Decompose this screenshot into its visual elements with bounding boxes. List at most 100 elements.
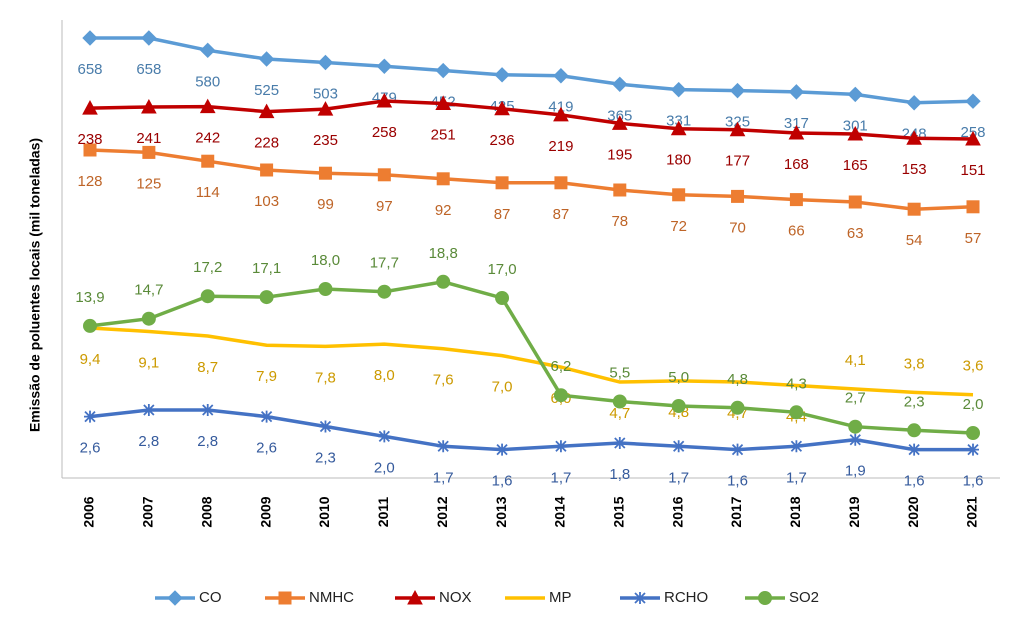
point [318, 282, 333, 296]
point [83, 318, 97, 333]
point [553, 106, 569, 122]
point [317, 101, 334, 116]
point [611, 115, 628, 130]
data-label: 7,6 [433, 372, 454, 389]
data-label: 72 [670, 218, 687, 235]
point [319, 420, 332, 433]
data-label: 180 [666, 152, 691, 169]
point [672, 188, 686, 202]
legend-marker [758, 591, 772, 605]
legend-label: RCHO [664, 589, 708, 606]
data-label: 2,3 [904, 393, 925, 410]
legend-label: SO2 [789, 589, 819, 606]
data-label: 13,9 [75, 289, 104, 306]
data-label: 78 [611, 213, 628, 230]
point [495, 176, 509, 190]
data-label: 99 [317, 196, 334, 213]
point [82, 30, 98, 46]
data-label: 1,6 [727, 473, 748, 490]
data-label: 17,1 [252, 260, 281, 277]
legend-label: MP [549, 589, 572, 606]
point [494, 67, 510, 83]
x-tick-label: 2012 [434, 496, 450, 527]
point [965, 93, 981, 109]
point [199, 98, 216, 114]
point [494, 100, 510, 116]
data-label: 2,6 [80, 440, 101, 457]
data-label: 8,0 [374, 367, 395, 384]
data-label: 1,7 [551, 469, 572, 486]
legend-marker [634, 592, 646, 604]
data-label: 2,3 [315, 449, 336, 466]
point [788, 124, 805, 140]
x-tick-label: 2017 [728, 496, 744, 527]
point [495, 291, 510, 305]
point [82, 100, 98, 115]
point [376, 58, 393, 74]
point [613, 183, 627, 197]
point [847, 86, 863, 103]
x-tick-label: 2007 [140, 496, 156, 527]
point [731, 443, 744, 456]
x-tick-label: 2008 [198, 496, 214, 527]
data-label: 1,9 [845, 463, 866, 480]
point [967, 443, 979, 456]
data-label: 125 [136, 175, 161, 192]
data-label: 103 [254, 193, 279, 210]
data-label: 6,2 [551, 358, 572, 375]
point [435, 62, 451, 79]
data-label: 7,8 [315, 369, 336, 386]
data-label: 235 [313, 132, 338, 149]
data-label: 2,8 [197, 433, 218, 450]
point [141, 30, 157, 46]
data-label: 66 [788, 223, 805, 240]
data-label: 580 [195, 73, 220, 90]
point [141, 98, 157, 114]
x-tick-label: 2006 [81, 496, 97, 527]
point [613, 437, 626, 449]
x-tick-label: 2011 [375, 497, 391, 528]
point [83, 143, 97, 157]
point [907, 423, 922, 438]
data-label: 177 [725, 153, 750, 170]
point [554, 176, 568, 190]
x-tick-label: 2018 [787, 496, 803, 527]
data-label: 1,7 [433, 469, 454, 486]
data-label: 7,9 [256, 368, 277, 385]
data-label: 1,6 [963, 473, 984, 490]
point [436, 274, 451, 289]
point [848, 419, 863, 434]
point [966, 426, 980, 440]
data-label: 1,7 [786, 469, 807, 486]
series-line [89, 280, 974, 435]
point [201, 404, 214, 416]
data-label: 2,0 [963, 396, 984, 413]
point [376, 92, 393, 108]
data-label: 3,8 [904, 355, 925, 372]
x-tick-label: 2019 [846, 496, 862, 527]
data-label: 4,3 [786, 375, 807, 392]
point [788, 84, 805, 100]
data-label: 317 [784, 115, 809, 132]
x-tick-label: 2016 [669, 496, 685, 527]
data-label: 658 [136, 61, 161, 78]
data-label: 17,7 [370, 255, 399, 272]
point [200, 289, 215, 304]
data-label: 114 [196, 184, 220, 201]
data-label: 128 [77, 173, 102, 190]
legend-label: NMHC [309, 589, 354, 606]
point [790, 440, 803, 453]
data-label: 1,7 [668, 469, 689, 486]
point [672, 440, 685, 453]
point [671, 399, 686, 413]
point [612, 76, 628, 93]
point [200, 42, 216, 59]
data-label: 236 [490, 132, 515, 149]
data-label: 54 [906, 232, 923, 249]
legend-label: CO [199, 589, 222, 606]
data-label: 241 [136, 130, 161, 147]
data-label: 258 [372, 124, 397, 141]
point [553, 68, 569, 84]
data-label: 195 [607, 146, 632, 163]
data-label: 168 [784, 156, 809, 173]
